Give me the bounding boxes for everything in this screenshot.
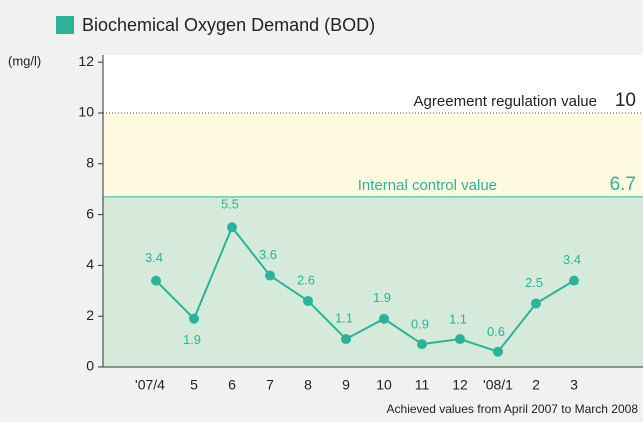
y-tick-label: 0 — [86, 358, 94, 374]
reference-label: Internal control value — [358, 177, 497, 194]
data-point — [227, 222, 237, 233]
data-label: 5.5 — [221, 197, 239, 212]
data-point — [303, 295, 313, 306]
data-label: 3.4 — [563, 252, 581, 267]
data-label: 0.6 — [487, 324, 505, 339]
data-label: 1.1 — [449, 311, 467, 326]
data-label: 3.4 — [145, 250, 163, 265]
y-unit: (mg/l) — [8, 53, 41, 68]
data-point — [569, 275, 579, 286]
y-tick-label: 6 — [86, 205, 94, 221]
reference-band — [103, 196, 643, 367]
data-label: 2.6 — [297, 272, 315, 287]
y-tick-label: 4 — [86, 256, 94, 272]
reference-label: Agreement regulation value — [414, 93, 597, 110]
data-point — [265, 270, 275, 281]
x-tick-label: 12 — [452, 377, 468, 393]
data-label: 0.9 — [411, 317, 429, 332]
data-line — [155, 225, 575, 353]
x-tick-label: 11 — [415, 377, 430, 393]
x-tick-label: 6 — [228, 377, 236, 393]
data-label: 3.6 — [259, 247, 277, 262]
data-point — [189, 313, 199, 324]
data-point — [341, 334, 351, 345]
chart-title: Biochemical Oxygen Demand (BOD) — [82, 15, 375, 35]
reference-value: 6.7 — [610, 174, 636, 195]
data-point — [417, 339, 427, 350]
data-label: 1.9 — [183, 332, 201, 347]
y-tick-label: 2 — [86, 307, 94, 323]
data-label: 1.9 — [373, 290, 391, 305]
reference-value: 10 — [615, 90, 636, 111]
x-tick-label: 2 — [532, 377, 540, 393]
footnote: Achieved values from April 2007 to March… — [387, 402, 639, 416]
x-tick-label: 3 — [570, 377, 578, 393]
x-tick-label: '07/4 — [135, 377, 165, 393]
data-label: 1.1 — [335, 310, 353, 325]
x-tick-label: '08/1 — [483, 377, 513, 393]
y-tick-label: 8 — [86, 155, 94, 171]
data-point — [493, 346, 503, 357]
data-point — [455, 334, 465, 345]
title-swatch — [56, 16, 74, 34]
x-tick-label: 5 — [190, 377, 198, 393]
x-tick-label: 7 — [266, 377, 274, 393]
data-point — [379, 313, 389, 324]
data-point — [531, 298, 541, 309]
reference-band — [103, 113, 643, 197]
y-tick-label: 12 — [78, 53, 94, 69]
y-tick-label: 10 — [78, 104, 94, 120]
x-tick-label: 9 — [342, 377, 350, 393]
data-point — [151, 275, 161, 286]
x-tick-label: 10 — [376, 377, 392, 393]
data-label: 2.5 — [525, 275, 543, 290]
x-tick-label: 8 — [304, 377, 312, 393]
